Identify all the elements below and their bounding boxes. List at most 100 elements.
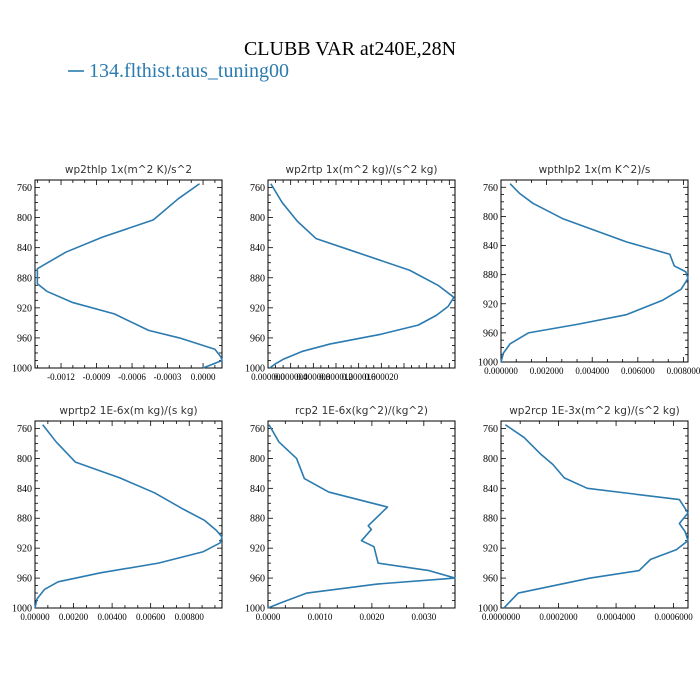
panel-title: rcp2 1E-6x(kg^2)/(kg^2): [295, 405, 428, 417]
plot-frame: [34, 420, 223, 609]
y-tick-label: 920: [250, 544, 265, 555]
x-tick-label: 0.000012: [319, 372, 353, 382]
y-tick-label: 840: [483, 241, 498, 252]
plot-frame: [34, 179, 223, 369]
x-tick-label: 0.000016: [342, 372, 376, 382]
plot-frame: [500, 420, 689, 609]
y-tick-label: 880: [483, 270, 498, 281]
panel-title: wpthlp2 1x(m K^2)/s: [539, 164, 651, 176]
y-tick-label: 1000: [12, 364, 32, 375]
x-tick-label: 0.00600: [136, 612, 166, 622]
y-tick-label: 1000: [478, 604, 498, 615]
plot-frame: [500, 179, 689, 363]
y-tick-label: 840: [250, 243, 265, 254]
y-tick-label: 920: [17, 544, 32, 555]
y-tick-label: 800: [483, 454, 498, 465]
series-line: [269, 183, 455, 369]
y-tick-label: 880: [250, 273, 265, 284]
y-tick-label: 840: [250, 484, 265, 495]
y-tick-label: 760: [250, 183, 265, 194]
series-line: [503, 424, 689, 609]
x-tick-label: 0.0010: [308, 612, 333, 622]
plot-frame: [267, 179, 456, 369]
figure-title: CLUBB VAR at240E,28N: [244, 38, 456, 60]
y-tick-label: 960: [17, 333, 32, 344]
y-tick-label: 880: [250, 514, 265, 525]
y-tick-label: 1000: [12, 604, 32, 615]
plot-frame: [267, 420, 456, 609]
y-tick-label: 800: [250, 454, 265, 465]
series-line: [36, 183, 223, 369]
x-tick-label: 0.000004: [274, 372, 308, 382]
x-tick-label: -0.0006: [118, 372, 146, 382]
y-tick-label: 960: [250, 574, 265, 585]
panel-3: wpthlp2 1x(m K^2)/s 760 800 840 880 920 960 100…: [478, 164, 700, 376]
y-tick-label: 800: [17, 454, 32, 465]
x-tick-label: 0.0000: [256, 612, 281, 622]
y-tick-label: 760: [483, 183, 498, 194]
panel-5: rcp2 1E-6x(kg^2)/(kg^2) 760 800 840 880 920 96…: [245, 405, 456, 622]
x-tick-label: 0.000000: [484, 366, 518, 376]
y-tick-label: 1000: [478, 358, 498, 369]
y-tick-label: 1000: [245, 604, 265, 615]
y-tick-label: 960: [483, 328, 498, 339]
y-tick-label: 880: [483, 514, 498, 525]
y-tick-label: 960: [250, 333, 265, 344]
panels-group: wp2thlp 1x(m^2 K)/s^2 760 800 840 880 920 960 1…: [12, 164, 700, 622]
y-tick-label: 800: [483, 212, 498, 223]
y-tick-label: 920: [483, 299, 498, 310]
series-line: [34, 424, 223, 609]
y-tick-label: 760: [250, 424, 265, 435]
x-tick-label: 0.008000: [667, 366, 700, 376]
x-tick-label: 0.00000: [20, 612, 50, 622]
x-tick-label: 0.002000: [530, 366, 564, 376]
series-line: [500, 183, 689, 363]
x-tick-label: 0.006000: [621, 366, 655, 376]
y-tick-label: 800: [250, 213, 265, 224]
x-tick-label: 0.004000: [575, 366, 609, 376]
legend-label: 134.flthist.taus_tuning00: [89, 60, 289, 82]
panel-title: wp2thlp 1x(m^2 K)/s^2: [65, 164, 192, 176]
y-tick-label: 760: [483, 424, 498, 435]
y-tick-label: 880: [17, 514, 32, 525]
x-tick-label: 0.00400: [97, 612, 127, 622]
panel-1: wp2thlp 1x(m^2 K)/s^2 760 800 840 880 920 960 1…: [12, 164, 223, 382]
panel-title: wp2rtp 1x(m^2 kg)/(s^2 kg): [285, 164, 437, 176]
y-tick-label: 800: [17, 213, 32, 224]
panel-6: wp2rcp 1E-3x(m^2 kg)/(s^2 kg) 760 800 840 88…: [478, 405, 693, 622]
x-tick-label: 0.0004000: [597, 612, 636, 622]
series-line: [267, 424, 456, 609]
x-tick-label: -0.0012: [47, 372, 75, 382]
y-tick-label: 880: [17, 273, 32, 284]
y-tick-label: 1000: [245, 364, 265, 375]
x-tick-label: 0.0002000: [539, 612, 578, 622]
y-tick-label: 920: [483, 544, 498, 555]
x-tick-label: 0.0030: [411, 612, 436, 622]
panel-title: wprtp2 1E-6x(m kg)/(s kg): [59, 405, 197, 417]
y-tick-label: 840: [17, 484, 32, 495]
y-tick-label: 960: [483, 574, 498, 585]
panel-4: wprtp2 1E-6x(m kg)/(s kg) 760 800 840 880 920…: [12, 405, 223, 622]
x-tick-label: 0.0020: [360, 612, 385, 622]
x-tick-label: 0.000000: [251, 372, 285, 382]
legend: 134.flthist.taus_tuning00: [68, 60, 289, 82]
x-tick-label: 0.0006000: [654, 612, 693, 622]
y-tick-label: 960: [17, 574, 32, 585]
y-tick-label: 840: [483, 484, 498, 495]
y-tick-label: 840: [17, 243, 32, 254]
y-tick-label: 760: [17, 183, 32, 194]
x-tick-label: 0.0000000: [482, 612, 521, 622]
y-tick-label: 920: [250, 303, 265, 314]
y-tick-label: 920: [17, 303, 32, 314]
panel-title: wp2rcp 1E-3x(m^2 kg)/(s^2 kg): [509, 405, 680, 417]
x-tick-label: 0.00800: [175, 612, 205, 622]
x-tick-label: -0.0009: [83, 372, 111, 382]
x-tick-label: 0.0000: [191, 372, 216, 382]
x-tick-label: 0.000020: [364, 372, 398, 382]
y-tick-label: 760: [17, 424, 32, 435]
x-tick-label: 0.00200: [59, 612, 89, 622]
panel-2: wp2rtp 1x(m^2 kg)/(s^2 kg) 760 800 840 880 92…: [245, 164, 456, 382]
x-tick-label: 0.000008: [296, 372, 330, 382]
